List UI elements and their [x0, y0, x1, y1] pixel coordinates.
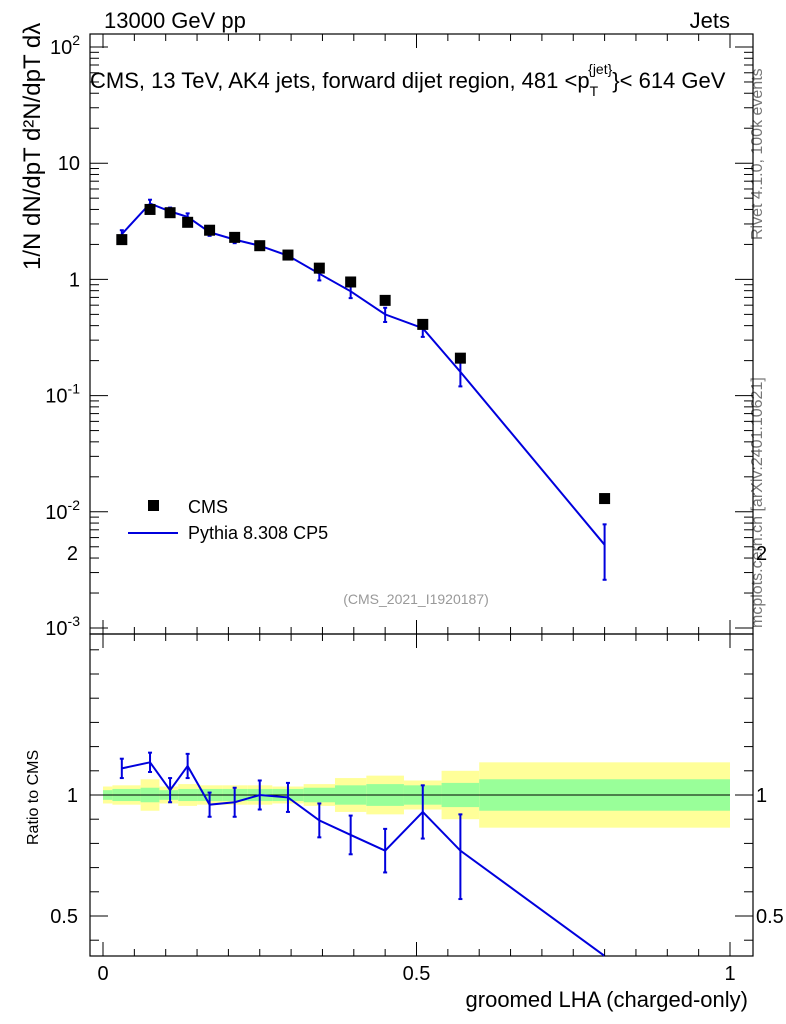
x-axis-label: groomed LHA (charged-only) [466, 987, 748, 1012]
main-ylabel-text: 1/N dN/dpT d²N/dpT dλ [19, 23, 46, 270]
plot-title-end: }< 614 GeV [612, 68, 725, 93]
cms-data-point [282, 249, 294, 261]
cms-data-point [345, 276, 357, 288]
cms-data-point [379, 294, 391, 306]
axis-layer: 0 0.5 1 10-3 10-2 10-1 1 10 102 0.5 0.5 1 1 2 2 [45, 32, 784, 985]
side-mcplots: mcplots.cern.ch [arXiv:2401.10621] [749, 377, 766, 628]
legend: CMS Pythia 8.308 CP5 [128, 497, 328, 543]
ratio-y-tick-label-right: 2 [756, 543, 767, 565]
main-ylabel: 1/N dN/dpT d²N/dpT dλ [19, 23, 46, 270]
cms-data-point [454, 352, 466, 364]
cms-data-point [313, 262, 325, 274]
y-tick-label: 10-1 [45, 381, 80, 408]
y-tick-label: 1 [69, 269, 80, 291]
cms-data-point [182, 216, 194, 228]
analysis-id: (CMS_2021_I1920187) [343, 591, 489, 607]
cms-data-point [599, 493, 611, 505]
y-tick-label: 10-3 [45, 613, 80, 640]
cms-data-point [254, 240, 266, 252]
cms-data-point [144, 203, 156, 215]
ratio-layer [103, 751, 730, 957]
header-energy: 13000 GeV pp [104, 8, 246, 33]
legend-cms-marker [148, 500, 159, 511]
main-frame [89, 33, 754, 635]
x-tick-label: 0 [97, 963, 108, 985]
y-tick-label: 10 [58, 153, 80, 175]
main-layer [116, 198, 611, 581]
x-tick-label: 1 [724, 963, 735, 985]
legend-cms-label: CMS [188, 497, 228, 517]
cms-data-point [229, 231, 241, 243]
ratio-y-tick-label: 1 [67, 785, 78, 807]
plot-title: CMS, 13 TeV, AK4 jets, forward dijet reg… [90, 61, 726, 99]
mc-line [121, 202, 606, 546]
plot-title-sup: {jet} [588, 61, 612, 77]
cms-data-point [417, 318, 429, 330]
side-rivet: Rivet 4.1.0, 100k events [749, 68, 766, 240]
cms-data-point [164, 207, 176, 219]
legend-mc-label: Pythia 8.308 CP5 [188, 523, 328, 543]
cms-data-point [204, 224, 216, 236]
ratio-y-tick-label-right: 1 [756, 785, 767, 807]
cms-data-point [116, 234, 128, 246]
ratio-y-tick-label: 0.5 [50, 906, 78, 928]
ratio-y-tick-label-right: 0.5 [756, 906, 784, 928]
y-tick-label: 102 [50, 32, 80, 59]
header-jets: Jets [690, 8, 730, 33]
ratio-y-label: Ratio to CMS [25, 750, 42, 845]
ratio-y-tick-label: 2 [67, 543, 78, 565]
plot-title-sub: T [590, 83, 599, 99]
ratio-mc-line [121, 761, 606, 957]
y-tick-label: 10-2 [45, 497, 80, 524]
x-tick-label: 0.5 [403, 963, 431, 985]
plot-title-main: CMS, 13 TeV, AK4 jets, forward dijet reg… [90, 68, 590, 93]
